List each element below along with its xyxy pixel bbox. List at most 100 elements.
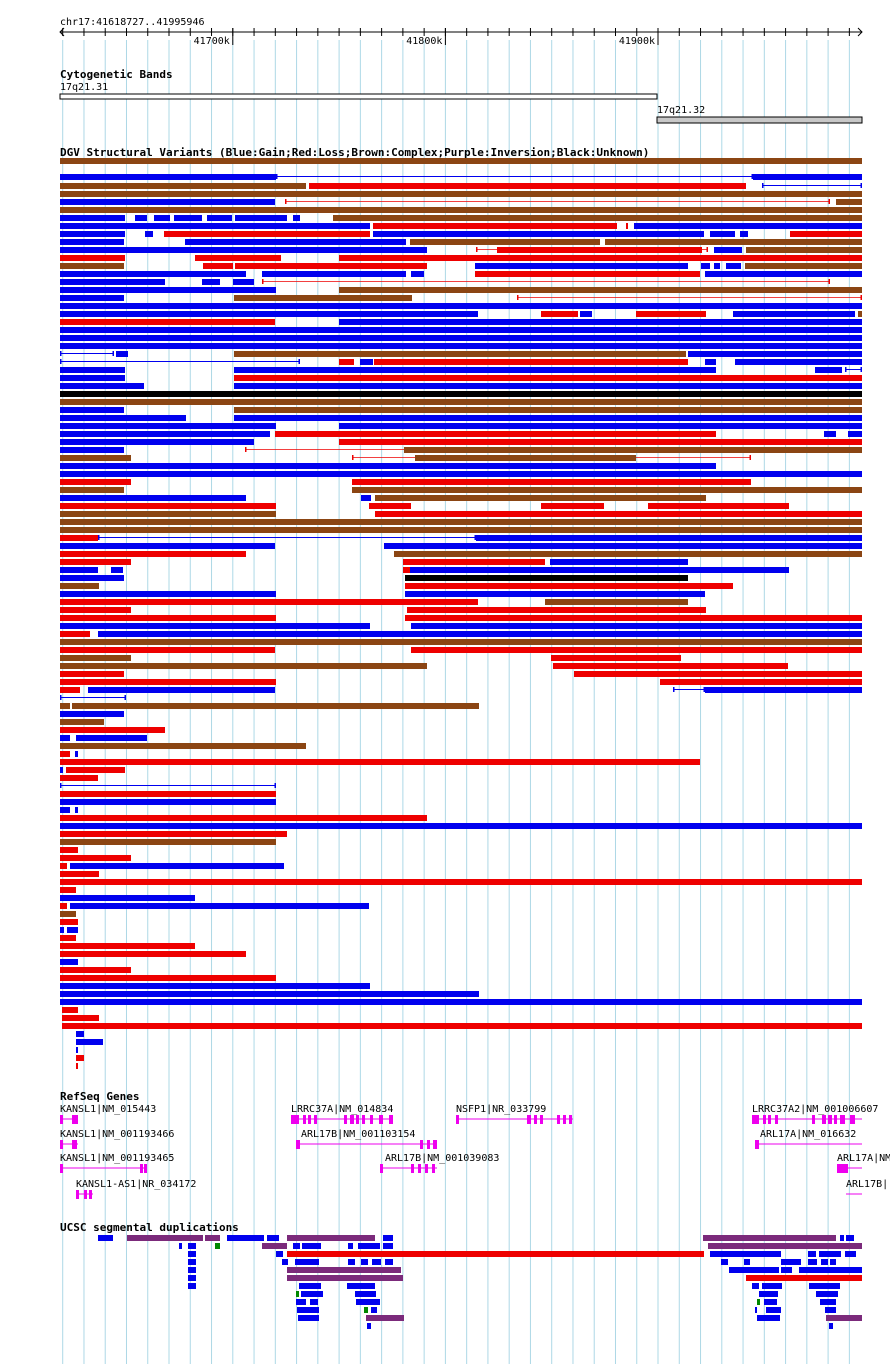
segdup-feature[interactable] — [188, 1267, 196, 1273]
dgv-variant[interactable] — [60, 503, 276, 509]
dgv-variant[interactable] — [411, 647, 862, 653]
dgv-variant[interactable] — [60, 535, 98, 541]
dgv-variant[interactable] — [62, 1023, 862, 1029]
dgv-variant[interactable] — [60, 567, 98, 573]
gene-exon[interactable] — [418, 1164, 421, 1173]
dgv-variant[interactable] — [60, 319, 275, 325]
segdup-feature[interactable] — [721, 1259, 728, 1265]
dgv-variant[interactable] — [339, 423, 862, 429]
dgv-variant[interactable] — [60, 575, 124, 581]
gene-exon[interactable] — [775, 1115, 778, 1124]
dgv-variant[interactable] — [60, 415, 186, 421]
dgv-variant[interactable] — [384, 543, 862, 549]
dgv-variant[interactable] — [60, 407, 124, 413]
dgv-variant[interactable] — [234, 383, 862, 389]
dgv-variant[interactable] — [545, 599, 688, 605]
dgv-variant[interactable] — [60, 327, 862, 333]
dgv-variant[interactable] — [72, 703, 479, 709]
segdup-feature[interactable] — [262, 1243, 287, 1249]
dgv-variant[interactable] — [76, 735, 147, 741]
dgv-variant[interactable] — [60, 263, 124, 269]
segdup-feature[interactable] — [348, 1259, 355, 1265]
gene-exon[interactable] — [433, 1140, 437, 1149]
gene-exon[interactable] — [308, 1115, 311, 1124]
dgv-variant[interactable] — [339, 359, 354, 365]
dgv-variant[interactable] — [836, 199, 862, 205]
gene-exon[interactable] — [344, 1115, 347, 1124]
dgv-variant[interactable] — [405, 583, 733, 589]
dgv-variant[interactable] — [352, 487, 862, 493]
dgv-variant[interactable] — [705, 687, 862, 693]
dgv-variant[interactable] — [541, 503, 604, 509]
segdup-feature[interactable] — [293, 1243, 300, 1249]
dgv-variant[interactable] — [60, 591, 276, 597]
dgv-variant[interactable] — [60, 791, 276, 797]
dgv-variant[interactable] — [60, 479, 131, 485]
segdup-feature[interactable] — [819, 1251, 841, 1257]
gene-exon[interactable] — [420, 1140, 423, 1149]
dgv-variant[interactable] — [62, 1007, 78, 1013]
segdup-feature[interactable] — [821, 1259, 828, 1265]
segdup-feature[interactable] — [826, 1315, 862, 1321]
dgv-variant[interactable] — [60, 239, 124, 245]
segdup-feature[interactable] — [808, 1259, 817, 1265]
dgv-variant[interactable] — [60, 743, 306, 749]
dgv-variant[interactable] — [60, 687, 80, 693]
segdup-feature[interactable] — [371, 1307, 377, 1313]
dgv-variant[interactable] — [60, 495, 246, 501]
dgv-variant[interactable] — [60, 158, 862, 164]
gene-exon[interactable] — [76, 1190, 79, 1199]
dgv-variant[interactable] — [164, 231, 370, 237]
segdup-feature[interactable] — [282, 1259, 288, 1265]
segdup-feature[interactable] — [759, 1291, 778, 1297]
dgv-variant[interactable] — [60, 919, 78, 925]
gene-exon[interactable] — [411, 1164, 414, 1173]
segdup-feature[interactable] — [296, 1291, 299, 1297]
dgv-variant[interactable] — [360, 359, 373, 365]
dgv-variant[interactable] — [411, 271, 424, 277]
segdup-feature[interactable] — [825, 1307, 836, 1313]
dgv-variant[interactable] — [339, 255, 862, 261]
dgv-variant[interactable] — [60, 511, 276, 517]
dgv-variant[interactable] — [60, 799, 276, 805]
dgv-variant[interactable] — [714, 247, 742, 253]
dgv-variant[interactable] — [98, 631, 862, 637]
gene-exon[interactable] — [427, 1140, 430, 1149]
dgv-variant[interactable] — [75, 807, 78, 813]
dgv-variant[interactable] — [373, 223, 617, 229]
dgv-variant[interactable] — [648, 503, 789, 509]
dgv-variant[interactable] — [404, 447, 862, 453]
segdup-feature[interactable] — [846, 1235, 854, 1241]
dgv-variant[interactable] — [60, 279, 165, 285]
dgv-variant[interactable] — [60, 999, 862, 1005]
segdup-feature[interactable] — [355, 1291, 376, 1297]
dgv-variant[interactable] — [60, 255, 125, 261]
dgv-variant[interactable] — [705, 359, 716, 365]
segdup-feature[interactable] — [383, 1243, 393, 1249]
segdup-feature[interactable] — [385, 1259, 393, 1265]
dgv-variant[interactable] — [60, 247, 427, 253]
dgv-variant[interactable] — [411, 623, 862, 629]
dgv-variant[interactable] — [60, 215, 125, 221]
dgv-variant[interactable] — [62, 1015, 99, 1021]
dgv-variant[interactable] — [275, 431, 716, 437]
segdup-feature[interactable] — [179, 1243, 182, 1249]
segdup-feature[interactable] — [287, 1267, 401, 1273]
gene-exon[interactable] — [569, 1115, 572, 1124]
gene-exon[interactable] — [752, 1115, 759, 1124]
dgv-variant[interactable] — [405, 591, 705, 597]
dgv-variant[interactable] — [154, 215, 170, 221]
segdup-feature[interactable] — [297, 1307, 319, 1313]
dgv-variant[interactable] — [60, 439, 254, 445]
segdup-feature[interactable] — [348, 1243, 353, 1249]
segdup-feature[interactable] — [356, 1299, 380, 1305]
dgv-variant[interactable] — [60, 375, 125, 381]
dgv-variant[interactable] — [551, 655, 681, 661]
dgv-variant[interactable] — [75, 751, 78, 757]
dgv-variant[interactable] — [76, 1047, 78, 1053]
segdup-feature[interactable] — [296, 1299, 306, 1305]
gene-exon[interactable] — [314, 1115, 317, 1124]
dgv-variant[interactable] — [76, 1055, 84, 1061]
dgv-variant[interactable] — [60, 519, 862, 525]
dgv-variant[interactable] — [726, 263, 741, 269]
